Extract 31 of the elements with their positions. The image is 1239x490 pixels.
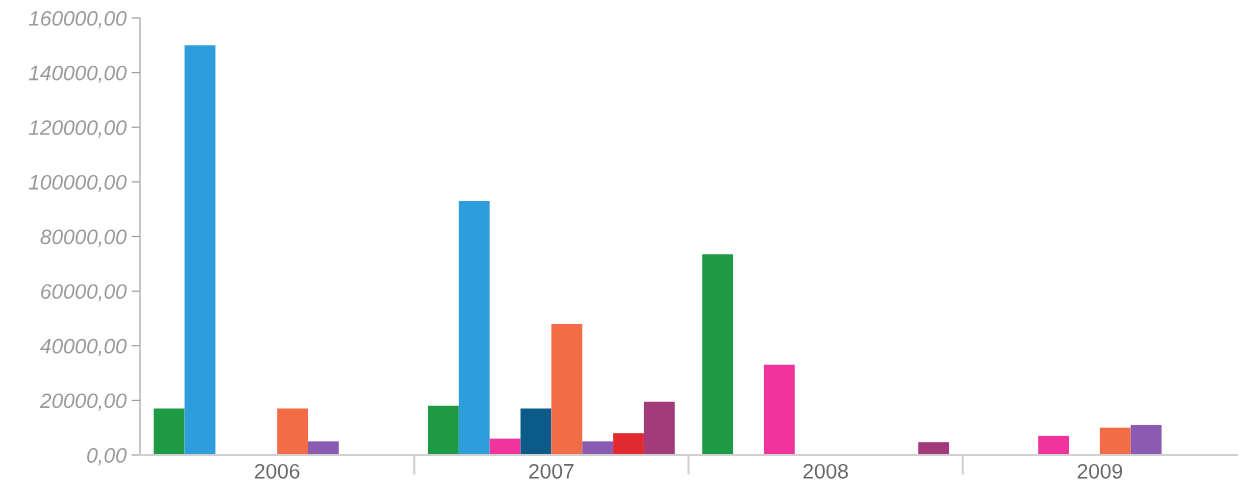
x-tick-label: 2009	[1077, 463, 1123, 479]
y-tick-label: 140000,00	[28, 65, 127, 83]
bar	[613, 433, 644, 455]
bar	[153, 408, 185, 455]
bar	[702, 254, 734, 455]
bar	[520, 408, 552, 455]
y-tick-label: 60000,00	[41, 284, 127, 302]
x-tick-label: 2007	[529, 463, 574, 479]
x-tick-label: 2006	[255, 463, 300, 479]
x-tick-label: 2008	[803, 463, 848, 479]
bar	[458, 200, 490, 455]
bar	[551, 323, 583, 455]
bar	[277, 408, 308, 455]
bar	[184, 45, 216, 455]
bar	[489, 438, 521, 455]
bar	[582, 441, 614, 455]
bar	[1130, 424, 1162, 455]
bar	[1099, 427, 1131, 455]
bar	[763, 364, 795, 455]
y-tick-label: 120000,00	[28, 120, 127, 138]
y-tick-label: 40000,00	[40, 338, 127, 356]
bar	[427, 405, 459, 455]
y-tick-label: 80000,00	[40, 229, 127, 247]
bar	[643, 401, 675, 455]
bar	[918, 442, 950, 455]
y-tick-label: 20000,00	[39, 393, 127, 411]
y-tick-label: 100000,00	[28, 174, 127, 193]
y-tick-label: 0,00	[87, 448, 127, 466]
bar	[307, 441, 339, 455]
y-tick-label: 160000,00	[28, 11, 127, 29]
bar	[1038, 435, 1070, 455]
